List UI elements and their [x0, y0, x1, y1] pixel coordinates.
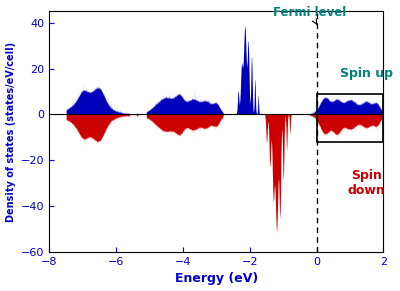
Text: Fermi level: Fermi level	[273, 6, 346, 24]
Text: Spin
down: Spin down	[348, 169, 386, 197]
Bar	[317, 94, 383, 142]
X-axis label: Energy (eV): Energy (eV)	[175, 272, 258, 285]
Y-axis label: Density of states (states/eV/cell): Density of states (states/eV/cell)	[6, 42, 16, 222]
Text: Spin up: Spin up	[340, 67, 393, 80]
